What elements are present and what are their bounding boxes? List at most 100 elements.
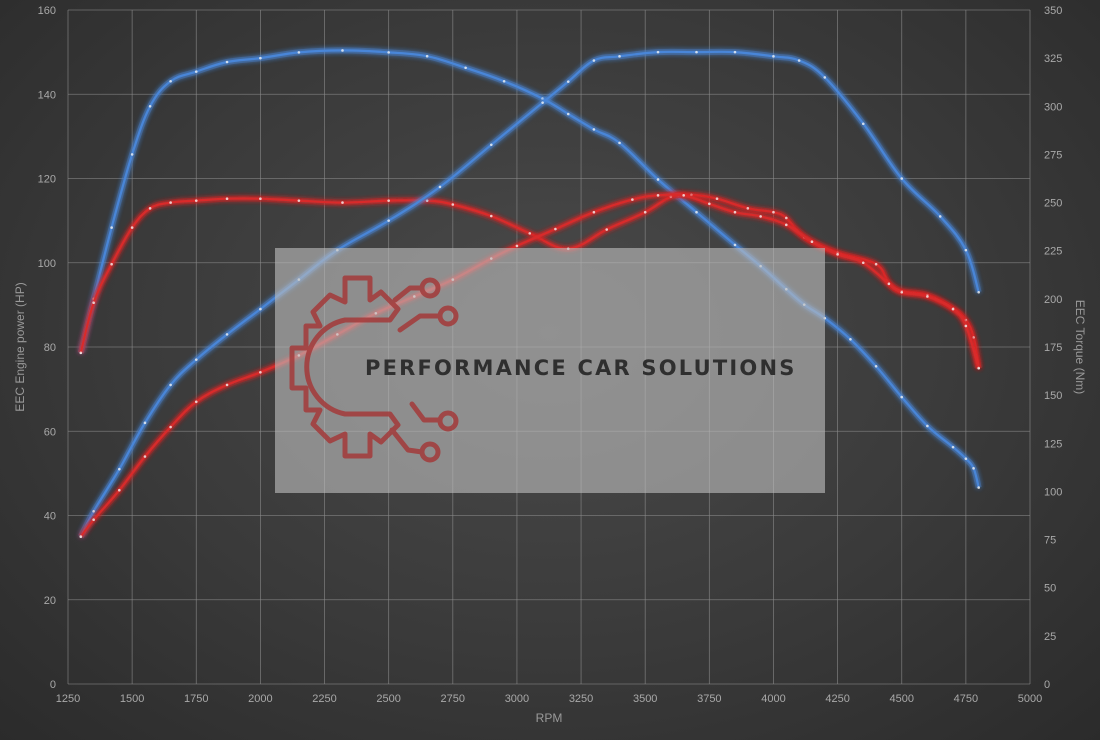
data-point bbox=[489, 143, 493, 147]
y-tick-label: 20 bbox=[44, 595, 56, 607]
data-point bbox=[148, 104, 152, 108]
data-point bbox=[225, 60, 229, 64]
circuit-trace bbox=[389, 427, 425, 455]
data-point bbox=[451, 203, 455, 206]
x-tick-label: 3750 bbox=[697, 693, 721, 705]
data-point bbox=[784, 223, 788, 227]
data-point bbox=[387, 219, 390, 222]
data-point bbox=[169, 201, 172, 204]
data-point bbox=[341, 201, 344, 204]
x-tick-label: 3500 bbox=[633, 693, 657, 705]
x-tick-label: 3250 bbox=[569, 693, 593, 705]
data-point bbox=[690, 193, 693, 197]
axes: 1250 1500 1750 2000 2250 2500 2750 3000 3250 3500… bbox=[13, 5, 1087, 725]
circuit-node bbox=[437, 305, 459, 327]
series-group bbox=[77, 47, 982, 539]
data-point bbox=[515, 244, 519, 248]
data-point bbox=[110, 226, 113, 229]
data-point bbox=[592, 128, 596, 131]
data-point bbox=[130, 226, 134, 229]
data-point bbox=[951, 307, 955, 311]
y2-tick-label: 50 bbox=[1044, 583, 1056, 595]
y2-tick-label: 150 bbox=[1044, 390, 1062, 402]
data-point bbox=[849, 337, 852, 341]
data-point bbox=[169, 425, 172, 429]
data-point bbox=[489, 214, 493, 218]
data-point bbox=[143, 421, 147, 425]
circuit-node bbox=[437, 410, 459, 432]
y-tick-label: 0 bbox=[50, 679, 56, 691]
data-point bbox=[259, 56, 262, 60]
data-point bbox=[656, 194, 660, 197]
circuit-node bbox=[419, 277, 441, 299]
y2-tick-label: 300 bbox=[1044, 101, 1062, 113]
data-point bbox=[259, 307, 262, 311]
series-4 bbox=[78, 191, 982, 539]
y-tick-label: 60 bbox=[44, 426, 56, 438]
data-point bbox=[92, 509, 95, 513]
data-point bbox=[733, 210, 737, 214]
data-point bbox=[656, 50, 660, 54]
data-point bbox=[938, 215, 942, 218]
data-point bbox=[387, 51, 390, 54]
series-3 bbox=[78, 48, 982, 538]
data-point bbox=[861, 261, 865, 265]
data-point bbox=[143, 455, 147, 458]
data-point bbox=[900, 177, 904, 180]
data-point bbox=[110, 262, 113, 266]
circuit-trace bbox=[397, 313, 443, 333]
y-tick-label: 120 bbox=[38, 174, 56, 186]
y-tick-label: 160 bbox=[38, 5, 56, 17]
data-point bbox=[541, 97, 544, 100]
grid bbox=[67, 9, 1031, 685]
y2-tick-label: 25 bbox=[1044, 631, 1056, 643]
data-point bbox=[225, 383, 229, 387]
y2-tick-label: 250 bbox=[1044, 198, 1062, 210]
circuit-trace bbox=[392, 285, 425, 303]
circuit-node bbox=[419, 441, 441, 463]
data-point bbox=[79, 351, 83, 355]
data-point bbox=[169, 79, 172, 83]
data-point bbox=[733, 243, 737, 247]
data-point bbox=[682, 194, 685, 197]
data-point bbox=[951, 445, 955, 449]
y-axis-title: EEC Engine power (HP) bbox=[13, 282, 27, 411]
data-point bbox=[618, 141, 621, 145]
y2-tick-label: 100 bbox=[1044, 486, 1062, 498]
y2-tick-label: 175 bbox=[1044, 342, 1062, 354]
data-point bbox=[566, 112, 570, 116]
data-point bbox=[964, 318, 968, 322]
x-tick-label: 3000 bbox=[505, 693, 529, 705]
data-point bbox=[977, 486, 980, 489]
data-point bbox=[592, 210, 596, 214]
data-point bbox=[746, 207, 750, 210]
data-point bbox=[861, 122, 865, 126]
y2-tick-label: 125 bbox=[1044, 438, 1062, 450]
data-point bbox=[225, 333, 229, 336]
data-point bbox=[656, 178, 660, 181]
data-point bbox=[169, 383, 172, 387]
x-tick-label: 1750 bbox=[184, 693, 208, 705]
x-tick-label: 4250 bbox=[825, 693, 849, 705]
data-point bbox=[643, 210, 647, 214]
x-tick-label: 2000 bbox=[248, 693, 272, 705]
y2-tick-label: 0 bbox=[1044, 679, 1050, 691]
data-point bbox=[118, 467, 121, 471]
y2-tick-label: 275 bbox=[1044, 149, 1062, 161]
x-tick-label: 1250 bbox=[56, 693, 80, 705]
data-point bbox=[148, 207, 152, 210]
data-point bbox=[259, 197, 262, 201]
data-point bbox=[759, 215, 762, 218]
data-point bbox=[502, 79, 506, 83]
data-point bbox=[605, 228, 609, 231]
data-point bbox=[118, 488, 121, 492]
data-point bbox=[695, 50, 698, 54]
data-point bbox=[972, 467, 975, 470]
data-point bbox=[887, 282, 891, 286]
data-point bbox=[194, 358, 198, 361]
data-point bbox=[631, 198, 634, 201]
data-point bbox=[130, 153, 134, 156]
data-point bbox=[297, 51, 301, 54]
data-point bbox=[566, 80, 570, 83]
